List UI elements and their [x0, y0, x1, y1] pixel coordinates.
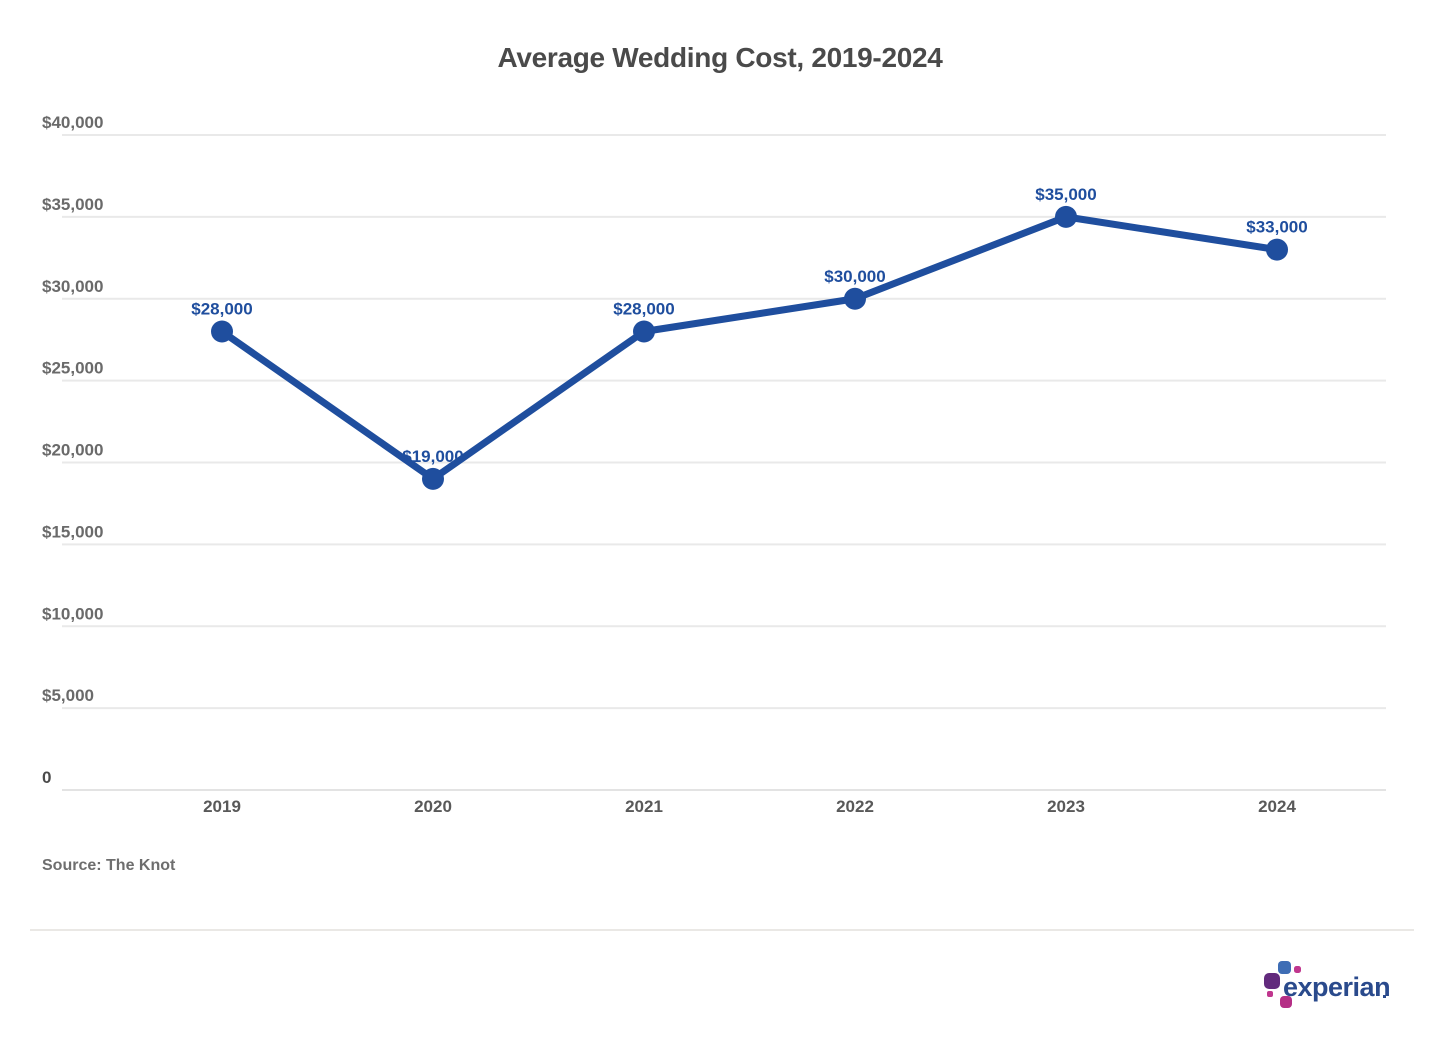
- x-axis-label: 2023: [1047, 797, 1085, 816]
- experian-logo: experian: [1264, 957, 1396, 1013]
- footer-divider: [30, 929, 1414, 931]
- data-point-marker: [633, 320, 655, 343]
- y-axis-label: $20,000: [42, 441, 103, 460]
- data-point-label: $35,000: [1035, 185, 1096, 204]
- data-point-marker: [1266, 238, 1288, 261]
- y-axis-label: $5,000: [42, 686, 94, 705]
- y-axis-label: $15,000: [42, 522, 103, 541]
- data-point-marker: [844, 287, 866, 310]
- experian-logo-text: experian: [1283, 972, 1391, 1002]
- data-point-marker: [1055, 205, 1077, 228]
- logo-square-magenta-icon: [1280, 996, 1292, 1008]
- source-note: Source: The Knot: [42, 857, 176, 874]
- trademark-dot: [1383, 995, 1386, 998]
- y-axis-label: $25,000: [42, 359, 103, 378]
- x-axis-label: 2024: [1258, 797, 1296, 816]
- data-point-label: $33,000: [1246, 218, 1307, 237]
- x-axis-label: 2021: [625, 797, 663, 816]
- data-point-marker: [422, 467, 444, 490]
- logo-square-blue-icon: [1278, 961, 1291, 974]
- data-point-marker: [211, 320, 233, 343]
- y-axis-label: $40,000: [42, 113, 103, 132]
- trend-line: [218, 213, 1281, 483]
- y-axis-label: $10,000: [42, 604, 103, 623]
- y-axis-label: 0: [42, 768, 51, 787]
- logo-dot-pink-top-icon: [1294, 966, 1301, 973]
- chart-title: Average Wedding Cost, 2019-2024: [497, 42, 943, 73]
- x-axis-label: 2020: [414, 797, 452, 816]
- logo-dot-pink-left-icon: [1267, 991, 1273, 997]
- y-axis-label: $30,000: [42, 277, 103, 296]
- data-point-label: $28,000: [613, 300, 674, 319]
- data-point-label: $19,000: [402, 447, 463, 466]
- x-axis-label: 2022: [836, 797, 874, 816]
- x-axis-label: 2019: [203, 797, 241, 816]
- data-point-label: $30,000: [824, 267, 885, 286]
- logo-square-purple-icon: [1264, 973, 1280, 989]
- y-axis-label: $35,000: [42, 195, 103, 214]
- data-point-label: $28,000: [191, 300, 252, 319]
